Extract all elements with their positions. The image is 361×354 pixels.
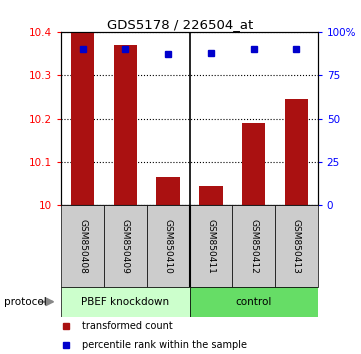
Bar: [104, 205, 147, 287]
Text: GSM850408: GSM850408: [78, 218, 87, 274]
Text: transformed count: transformed count: [82, 321, 173, 331]
Bar: [190, 205, 232, 287]
Bar: [61, 287, 190, 317]
Text: PBEF knockdown: PBEF knockdown: [81, 297, 170, 307]
Bar: [61, 205, 104, 287]
Bar: [275, 205, 318, 287]
Text: percentile rank within the sample: percentile rank within the sample: [82, 340, 247, 350]
Text: control: control: [235, 297, 272, 307]
Bar: [71, 32, 95, 205]
Bar: [284, 99, 308, 205]
Bar: [232, 205, 275, 287]
Bar: [199, 186, 223, 205]
Text: GDS5178 / 226504_at: GDS5178 / 226504_at: [107, 18, 254, 31]
Text: GSM850411: GSM850411: [206, 218, 216, 274]
Bar: [147, 205, 190, 287]
Bar: [156, 177, 180, 205]
Bar: [242, 123, 265, 205]
Text: GSM850413: GSM850413: [292, 218, 301, 274]
Text: GSM850410: GSM850410: [164, 218, 173, 274]
Text: GSM850409: GSM850409: [121, 218, 130, 274]
Bar: [190, 287, 318, 317]
Text: protocol: protocol: [4, 297, 46, 307]
Bar: [114, 45, 137, 205]
Text: GSM850412: GSM850412: [249, 219, 258, 273]
